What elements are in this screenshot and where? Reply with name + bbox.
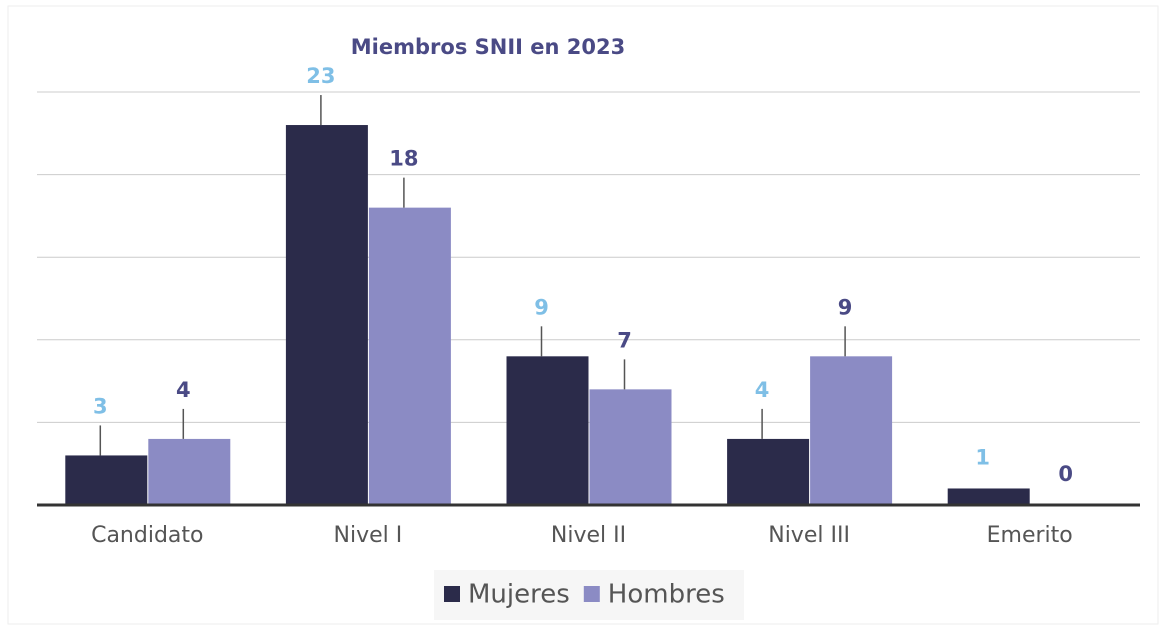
legend-label: Mujeres [468,580,570,610]
x-tick-label: Nivel III [768,523,850,548]
bar [589,389,672,505]
bar [368,207,451,505]
data-label: 4 [755,378,770,402]
data-label: 23 [306,64,335,88]
frame [7,5,1159,625]
x-tick-label: Nivel II [551,523,626,548]
data-label: 18 [389,147,418,171]
bar [810,356,893,505]
data-label: 1 [975,445,990,469]
x-tick-label: Emerito [987,523,1073,548]
data-label: 4 [176,378,191,402]
legend-label: Hombres [608,580,725,610]
bar [506,356,589,505]
bar [148,438,231,505]
data-label: 9 [838,295,853,319]
bar [65,455,148,505]
data-label: 9 [534,295,549,319]
bar [285,125,368,505]
data-label: 7 [617,328,632,352]
data-label: 0 [1058,462,1073,486]
x-tick-label: Nivel I [334,523,403,548]
data-label: 3 [93,394,108,418]
x-tick-label: Candidato [91,523,203,548]
bar [727,438,810,505]
bar [947,488,1030,505]
legend-swatch [583,586,600,602]
legend-swatch [444,586,460,602]
chart-title: Miembros SNII en 2023 [351,35,625,59]
